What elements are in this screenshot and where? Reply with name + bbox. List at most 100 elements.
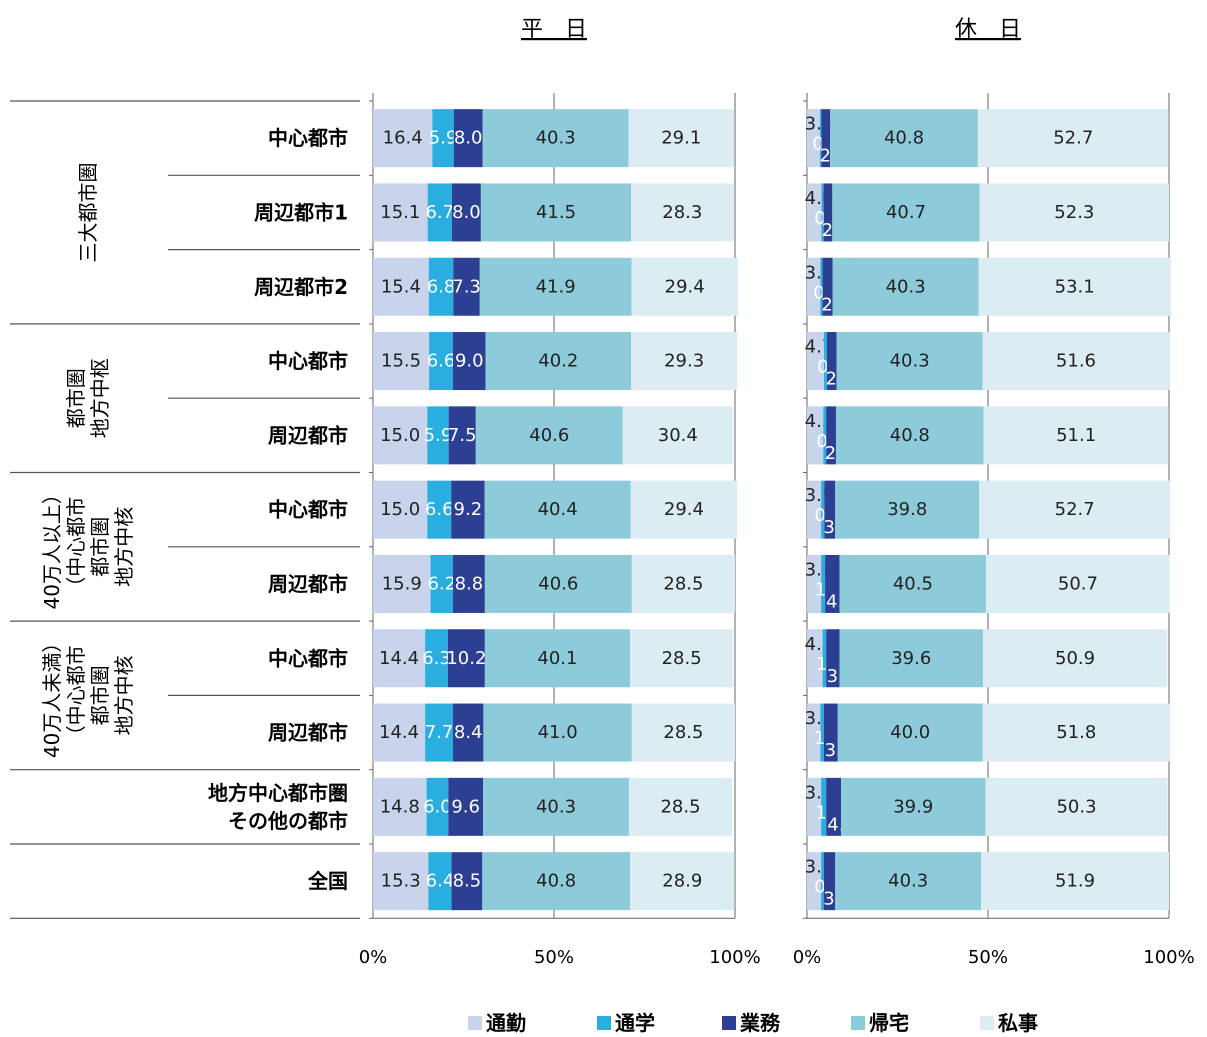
data-label: 51.6 bbox=[1056, 351, 1096, 372]
data-label: 28.5 bbox=[660, 796, 700, 817]
data-label: 40.8 bbox=[884, 128, 924, 149]
bar-segment bbox=[451, 480, 485, 539]
data-label: 15.5 bbox=[381, 351, 421, 372]
bar-segment bbox=[820, 703, 825, 762]
data-label: 51.8 bbox=[1056, 722, 1096, 743]
data-label: 8.4 bbox=[454, 722, 483, 743]
data-label: 8.5 bbox=[453, 871, 482, 892]
bar-segment bbox=[835, 852, 982, 911]
data-label: 6.3 bbox=[422, 648, 451, 669]
data-label: 10.2 bbox=[446, 648, 486, 669]
bar-segment bbox=[628, 109, 734, 168]
data-label: 40.6 bbox=[529, 425, 569, 446]
bar-segment bbox=[821, 554, 826, 613]
bar-segment bbox=[373, 257, 429, 316]
data-label: 41.5 bbox=[536, 202, 576, 223]
bar-segment bbox=[807, 257, 821, 316]
data-label: 29.4 bbox=[665, 276, 705, 297]
bar-segment bbox=[837, 703, 983, 762]
data-label: 52.7 bbox=[1053, 128, 1093, 149]
bar-segment bbox=[373, 480, 428, 539]
category-label: 周辺都市2 bbox=[254, 275, 348, 299]
data-label: 8.8 bbox=[455, 573, 484, 594]
legend-swatch bbox=[468, 1016, 482, 1030]
data-label: 6.4 bbox=[426, 871, 455, 892]
bar-segment bbox=[448, 777, 484, 836]
category-label: 全国 bbox=[307, 869, 348, 893]
legend-swatch bbox=[722, 1016, 736, 1030]
data-label: 9.2 bbox=[454, 499, 483, 520]
x-tick-label: 100% bbox=[1143, 947, 1194, 968]
bar-segment bbox=[823, 406, 827, 465]
data-label: 6.6 bbox=[427, 351, 456, 372]
data-label: 15.0 bbox=[380, 425, 420, 446]
data-label: 15.3 bbox=[381, 871, 421, 892]
bar-segment bbox=[821, 777, 827, 836]
data-label: 15.9 bbox=[382, 573, 422, 594]
bar-segment bbox=[825, 554, 840, 613]
bar-segment bbox=[823, 183, 833, 242]
legend-label: 業務 bbox=[740, 1011, 781, 1035]
bar-segment bbox=[822, 257, 833, 316]
bar-segment bbox=[807, 703, 821, 762]
bar-segment bbox=[622, 406, 733, 465]
bar-segment bbox=[826, 406, 836, 465]
bar-segment bbox=[448, 406, 476, 465]
bar-segment bbox=[835, 406, 984, 465]
bar-segment bbox=[978, 257, 1171, 316]
bar-segment bbox=[373, 109, 433, 168]
bar-segment bbox=[979, 183, 1169, 242]
bar-segment bbox=[826, 777, 842, 836]
bar-segment bbox=[373, 332, 430, 391]
data-label: 8.0 bbox=[452, 202, 481, 223]
data-label: 28.5 bbox=[663, 722, 703, 743]
bar-segment bbox=[835, 480, 980, 539]
group-label: 都市圏 bbox=[88, 665, 112, 725]
bar-segment bbox=[482, 852, 631, 911]
bar-segment bbox=[484, 629, 631, 688]
bar-segment bbox=[453, 332, 486, 391]
group-label: 地方中枢 bbox=[88, 358, 112, 438]
data-label: 52.3 bbox=[1054, 202, 1094, 223]
legend-swatch bbox=[851, 1016, 865, 1030]
bar-segment bbox=[807, 332, 825, 391]
data-label: 50.7 bbox=[1058, 573, 1098, 594]
category-label: 周辺都市 bbox=[268, 721, 348, 745]
legend-swatch bbox=[980, 1016, 994, 1030]
group-label: 都市圏 bbox=[88, 517, 112, 577]
x-tick-label: 0% bbox=[793, 947, 822, 968]
category-label: 中心都市 bbox=[268, 126, 348, 150]
bar-segment bbox=[427, 480, 452, 539]
data-label: 40.8 bbox=[890, 425, 930, 446]
category-label: 地方中心都市圏 bbox=[208, 781, 348, 805]
bar-segment bbox=[836, 332, 983, 391]
bar-segment bbox=[425, 703, 454, 762]
group-label: 都市圏 bbox=[64, 368, 88, 428]
bar-segment bbox=[426, 777, 449, 836]
panel-title: 平 日 bbox=[521, 17, 587, 42]
bar-segment bbox=[631, 554, 735, 613]
data-label: 40.7 bbox=[886, 202, 926, 223]
bar-segment bbox=[373, 629, 426, 688]
bar-segment bbox=[451, 183, 481, 242]
data-label: 8.0 bbox=[454, 128, 483, 149]
bar-segment bbox=[824, 480, 836, 539]
category-label: 周辺都市1 bbox=[254, 200, 348, 224]
data-label: 28.5 bbox=[662, 648, 702, 669]
bar-segment bbox=[807, 554, 822, 613]
data-label: 40.6 bbox=[538, 573, 578, 594]
bar-segment bbox=[453, 109, 483, 168]
bar-segment bbox=[427, 183, 452, 242]
data-label: 41.9 bbox=[536, 276, 576, 297]
group-label: （中心都市 bbox=[64, 497, 88, 597]
data-label: 40.3 bbox=[888, 871, 928, 892]
bar-segment bbox=[821, 183, 824, 242]
bar-segment bbox=[484, 554, 632, 613]
bar-segment bbox=[373, 777, 427, 836]
bar-segment bbox=[839, 554, 987, 613]
data-label: 40.5 bbox=[893, 573, 933, 594]
data-label: 5.9 bbox=[429, 128, 458, 149]
bar-segment bbox=[630, 852, 735, 911]
data-label: 30.4 bbox=[658, 425, 698, 446]
bar-segment bbox=[986, 554, 1170, 613]
